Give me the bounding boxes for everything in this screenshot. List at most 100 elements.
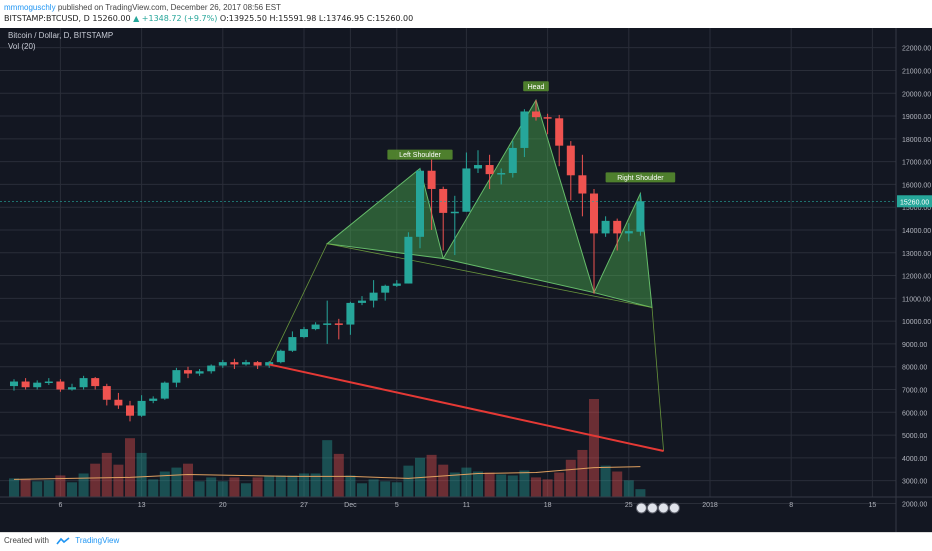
- volume-bar: [519, 470, 530, 497]
- candle-body: [392, 283, 401, 286]
- candles: [10, 100, 645, 422]
- candle-body: [300, 329, 308, 338]
- candle-body: [450, 211, 459, 214]
- volume-bar: [600, 465, 611, 497]
- candle-body: [346, 302, 355, 325]
- price-tick-label: 10000.00: [902, 319, 931, 326]
- volume-bar: [357, 483, 367, 497]
- candle-body: [323, 323, 332, 325]
- price-tick-label: 4000.00: [902, 456, 927, 463]
- time-tick-label: 6: [58, 502, 62, 509]
- candle-body: [149, 398, 158, 401]
- price-tick-label: 3000.00: [902, 479, 927, 486]
- symbol-line: BITSTAMP:BTCUSD, D 15260.00 ▲ +1348.72 (…: [4, 14, 413, 23]
- candle-body: [358, 300, 366, 303]
- event-markers[interactable]: [635, 502, 680, 514]
- brand-link[interactable]: TradingView: [75, 536, 120, 545]
- price-tick-label: 7000.00: [902, 388, 927, 395]
- price-axis[interactable]: 2000.00 3000.00 4000.00 5000.00 6000.00 7000.…: [902, 46, 931, 509]
- volume-bar: [380, 481, 391, 497]
- candle-body: [288, 337, 297, 351]
- candle-body: [624, 231, 633, 234]
- volume-bar: [310, 473, 321, 497]
- price-tick-label: 15000.00: [902, 205, 931, 212]
- volume-bar: [461, 467, 472, 497]
- volume-bar: [507, 475, 518, 497]
- price-tick-label: 18000.00: [902, 137, 931, 144]
- candle-body: [276, 350, 285, 363]
- time-tick-label: Dec: [344, 502, 357, 509]
- time-tick-label: 20: [219, 502, 227, 509]
- volume-bar: [252, 477, 263, 497]
- volume-bars: [9, 399, 646, 497]
- time-tick-label: 13: [138, 502, 146, 509]
- candle-body: [230, 362, 239, 365]
- price-tick-label: 12000.00: [902, 274, 931, 281]
- volume-bar: [148, 479, 159, 497]
- candle-body: [404, 236, 413, 284]
- candle-body: [520, 111, 529, 148]
- candle-body: [555, 118, 564, 146]
- candle-body: [56, 381, 65, 390]
- price-tick-label: 14000.00: [902, 228, 931, 235]
- volume-bar: [9, 478, 19, 497]
- volume-bar: [589, 399, 599, 497]
- time-tick-label: 5: [395, 502, 399, 509]
- candle-body: [369, 292, 378, 301]
- volume-bar: [391, 482, 402, 497]
- volume-bar: [264, 475, 275, 497]
- publish-info: published on TradingView.com, December 2…: [57, 3, 281, 12]
- candle-body: [114, 399, 123, 406]
- candle-body: [184, 370, 192, 374]
- created-label: Created with: [4, 536, 49, 545]
- volume-bar: [426, 454, 437, 497]
- candle-body: [172, 370, 181, 383]
- volume-bar: [623, 480, 634, 497]
- volume-bar: [287, 475, 298, 497]
- volume-bar: [484, 472, 495, 497]
- price-chart[interactable]: Left Shoulder Head Right Shoulder 2000.00 3…: [0, 28, 932, 532]
- price-tick-label: 21000.00: [902, 68, 931, 75]
- volume-bar: [496, 474, 507, 497]
- candle-body: [601, 220, 610, 234]
- last-price: 15260.00: [92, 14, 131, 23]
- price-tick-label: 20000.00: [902, 91, 931, 98]
- annotation-box: [523, 81, 549, 92]
- time-tick-label: 11: [463, 502, 470, 509]
- time-tick-label: 8: [789, 502, 793, 509]
- candle-body: [207, 365, 216, 372]
- candle-body: [416, 170, 424, 237]
- price-tick-label: 22000.00: [902, 46, 931, 53]
- volume-bar: [171, 467, 182, 497]
- volume-bar: [473, 471, 483, 497]
- trendline[interactable]: [268, 363, 664, 453]
- event-marker-icon: [635, 502, 647, 514]
- ohlc-values: O:13925.50 H:15591.98 L:13746.95 C:15260…: [219, 14, 414, 23]
- candle-body: [485, 165, 494, 175]
- price-tick-label: 5000.00: [902, 433, 927, 440]
- candle-body: [68, 387, 76, 390]
- event-marker-icon: [668, 502, 680, 514]
- price-tick-label: 11000.00: [902, 296, 931, 303]
- candle-body: [242, 362, 250, 365]
- price-tick-label: 6000.00: [902, 410, 927, 417]
- price-tick-label: 2000.00: [902, 501, 927, 508]
- candle-body: [265, 362, 274, 366]
- created-with: Created with TradingView: [4, 536, 119, 545]
- candle-body: [613, 220, 622, 234]
- candle-body: [311, 324, 320, 330]
- annotation-text: Right Shoulder: [617, 175, 664, 182]
- time-axis[interactable]: 6 13 20 27 Dec 5 11 18 25 2018 8 15: [58, 502, 876, 509]
- pattern-outline: [268, 243, 664, 452]
- volume-bar: [554, 472, 565, 497]
- author-link[interactable]: mmmoguschly: [4, 3, 56, 12]
- volume-bar: [241, 483, 251, 497]
- grid: [0, 28, 896, 504]
- volume-legend: Vol (20): [8, 42, 36, 51]
- candle-body: [543, 117, 552, 119]
- current-price-tag: 15260.00: [0, 195, 932, 208]
- candle-body: [218, 362, 227, 366]
- footer: Created with TradingView: [0, 532, 932, 551]
- candle-body: [381, 285, 390, 293]
- event-marker-icon: [657, 502, 669, 514]
